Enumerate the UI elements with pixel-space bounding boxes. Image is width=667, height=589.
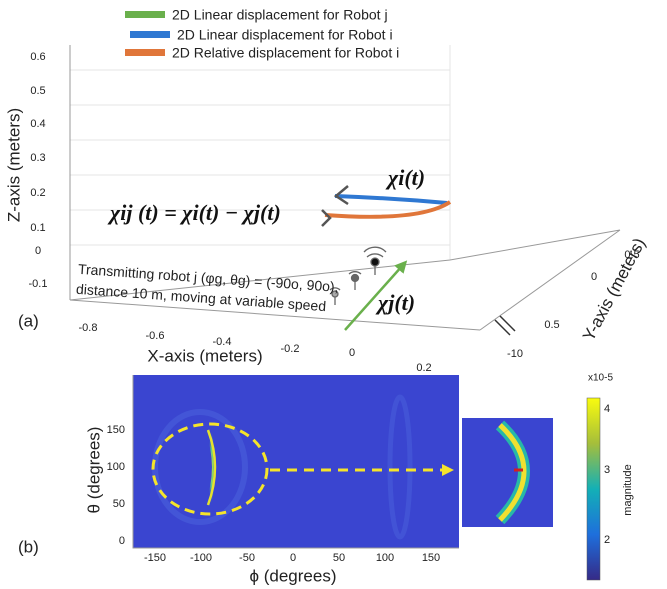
legend-entry: 2D Linear displacement for Robot i — [177, 27, 393, 43]
legend-entry: 2D Linear displacement for Robot j — [172, 7, 388, 23]
legend-swatch — [125, 11, 165, 18]
z-tick: -0.1 — [29, 278, 48, 290]
x-tick: 50 — [333, 552, 345, 564]
box-grid — [70, 45, 451, 260]
z-tick: 0.5 — [30, 85, 45, 97]
y-axis-label: θ (degrees) — [84, 427, 103, 514]
x-tick: -150 — [144, 552, 166, 564]
x-tick: -100 — [190, 552, 212, 564]
colorbar-exponent: x10-5 — [588, 373, 613, 384]
x-axis-label: ϕ (degrees) — [249, 566, 336, 585]
y-tick: 0.5 — [544, 319, 559, 331]
z-tick: 0.2 — [30, 187, 45, 199]
x-axis-label: X-axis (meters) — [147, 346, 262, 365]
relative-path — [324, 200, 452, 219]
panel-b: 0 50 100 150 θ (degrees) -150 -100 -50 0… — [18, 373, 634, 586]
y-tick: 0 — [119, 535, 125, 547]
legend-entry: 2D Relative displacement for Robot i — [172, 45, 399, 61]
robot-i-path — [334, 194, 448, 205]
y-tick: 0 — [591, 271, 597, 283]
x-tick: -0.2 — [281, 343, 300, 355]
y-tick: 0.5 — [624, 249, 639, 261]
x-tick: -0.8 — [79, 322, 98, 334]
box-edges — [69, 45, 621, 331]
heatmap-ring — [152, 409, 248, 525]
antenna-icons — [329, 246, 387, 305]
x-tick: 150 — [422, 552, 440, 564]
x-tick: -0.4 — [213, 336, 232, 348]
colorbar-label: magnitude — [622, 464, 634, 515]
axes — [132, 375, 459, 549]
heatmap-peak — [206, 429, 217, 506]
colorbar-tick: 3 — [604, 464, 610, 476]
x-tick: 0 — [290, 552, 296, 564]
colorbar-tick: 2 — [604, 534, 610, 546]
y-tick: 100 — [107, 461, 125, 473]
x-tick: 0 — [349, 347, 355, 359]
z-tick: 0.3 — [30, 152, 45, 164]
chi-j-label: χj(t) — [375, 290, 415, 315]
heatmap-ring — [387, 394, 413, 540]
z-tick: 0.4 — [30, 118, 45, 130]
z-tick: 0 — [35, 245, 41, 257]
z-tick: 0.6 — [30, 51, 45, 63]
legend-swatch — [125, 49, 165, 56]
panel-a: 2D Linear displacement for Robot j 2D Li… — [4, 7, 649, 374]
y-tick: 50 — [113, 498, 125, 510]
x-tick: -0.6 — [146, 330, 165, 342]
panel-label: (b) — [18, 537, 39, 556]
axis-break — [494, 315, 516, 336]
colorbar — [586, 397, 601, 581]
y-tick: 150 — [107, 424, 125, 436]
inset-peak — [498, 423, 527, 522]
chi-i-label: χi(t) — [385, 165, 425, 190]
highlight-circle — [151, 422, 269, 516]
colorbar-tick: 4 — [604, 403, 610, 415]
x-tick: 0.2 — [416, 362, 431, 374]
legend-swatch — [130, 31, 170, 38]
y-tick: -10 — [507, 348, 523, 360]
z-axis-label: Z-axis (meters) — [4, 108, 23, 222]
z-tick: 0.1 — [30, 222, 45, 234]
robot-j-arrow — [344, 260, 408, 331]
path-arrowheads — [321, 185, 349, 227]
panel-label: (a) — [18, 311, 39, 330]
equation: χij (t) = χi(t) − χj(t) — [107, 200, 281, 225]
x-tick: -50 — [239, 552, 255, 564]
x-tick: 100 — [376, 552, 394, 564]
